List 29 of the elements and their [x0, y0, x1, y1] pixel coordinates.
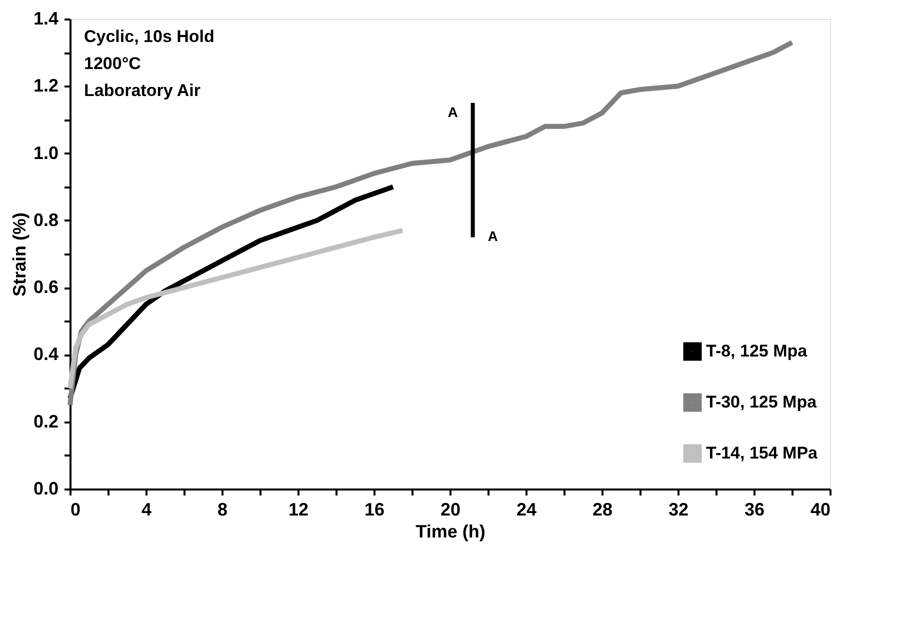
y-tick-label: 0.8 [33, 210, 58, 230]
x-tick-label: 24 [516, 500, 537, 520]
y-tick-label: 0.0 [33, 478, 58, 498]
x-tick-label: 36 [744, 500, 765, 520]
y-tick-label: 0.4 [33, 344, 58, 364]
annotation: Laboratory Air [84, 81, 201, 100]
annotation: A [448, 104, 458, 120]
legend-label: T-14, 154 MPa [706, 444, 818, 462]
x-tick-label: 4 [141, 500, 152, 520]
y-tick-label: 0.2 [33, 411, 58, 432]
x-tick-label: 40 [810, 500, 830, 520]
x-tick-label: 8 [217, 500, 228, 520]
x-axis-title: Time (h) [416, 522, 486, 542]
y-tick-label: 1.2 [33, 76, 58, 96]
y-tick-label: 0.6 [33, 277, 58, 298]
annotation: 1200°C [84, 54, 141, 73]
y-tick-label: 1.0 [33, 142, 58, 163]
y-axis-title: Strain (%) [9, 212, 30, 297]
x-tick-label: 12 [288, 500, 309, 520]
annotation: Cyclic, 10s Hold [84, 27, 214, 46]
x-tick-label: 20 [440, 500, 461, 520]
x-tick-label: 16 [364, 500, 385, 520]
legend-label: T-30, 125 Mpa [706, 392, 818, 412]
legend-label: T-8, 125 Mpa [706, 342, 808, 360]
x-tick-label: 0 [70, 500, 81, 520]
y-tick-label: 1.4 [33, 8, 58, 28]
annotation: A [488, 228, 498, 244]
x-tick-label: 32 [668, 500, 689, 520]
x-tick-label: 28 [592, 500, 613, 520]
